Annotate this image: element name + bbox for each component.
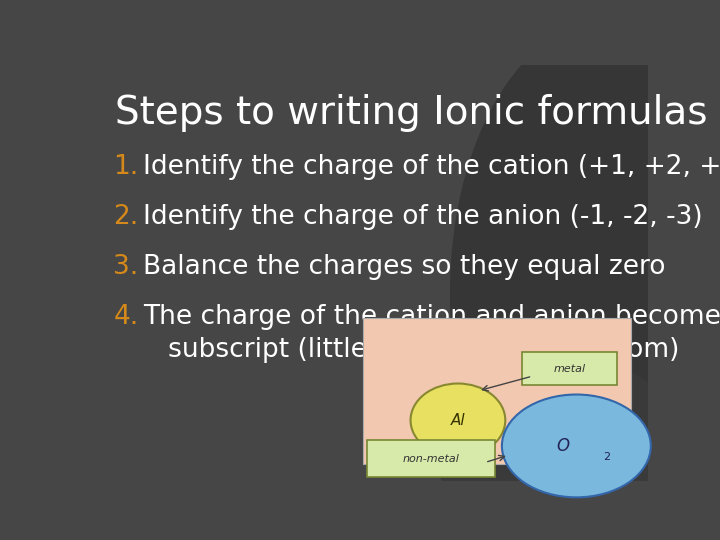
Text: subscript (little number at the bottom): subscript (little number at the bottom) <box>143 337 680 363</box>
Ellipse shape <box>438 356 690 540</box>
Text: O: O <box>557 437 570 455</box>
Text: The charge of the cation and anion becomes a: The charge of the cation and anion becom… <box>143 304 720 330</box>
Text: 3.: 3. <box>114 254 139 280</box>
Text: Identify the charge of the anion (-1, -2, -3): Identify the charge of the anion (-1, -2… <box>143 204 703 230</box>
Text: 2.: 2. <box>114 204 139 230</box>
Text: Balance the charges so they equal zero: Balance the charges so they equal zero <box>143 254 665 280</box>
Text: metal: metal <box>554 364 585 374</box>
Text: 2: 2 <box>603 452 611 462</box>
FancyBboxPatch shape <box>364 319 631 464</box>
Text: non-metal: non-metal <box>402 454 459 464</box>
Ellipse shape <box>410 383 505 457</box>
Text: Al: Al <box>451 413 465 428</box>
Ellipse shape <box>450 23 720 540</box>
Text: Steps to writing Ionic formulas: Steps to writing Ionic formulas <box>115 94 708 132</box>
Text: 4.: 4. <box>114 304 139 330</box>
FancyBboxPatch shape <box>522 352 617 386</box>
Text: Identify the charge of the cation (+1, +2, +3): Identify the charge of the cation (+1, +… <box>143 154 720 180</box>
Ellipse shape <box>502 395 651 497</box>
FancyBboxPatch shape <box>366 441 495 477</box>
Text: 1.: 1. <box>114 154 139 180</box>
